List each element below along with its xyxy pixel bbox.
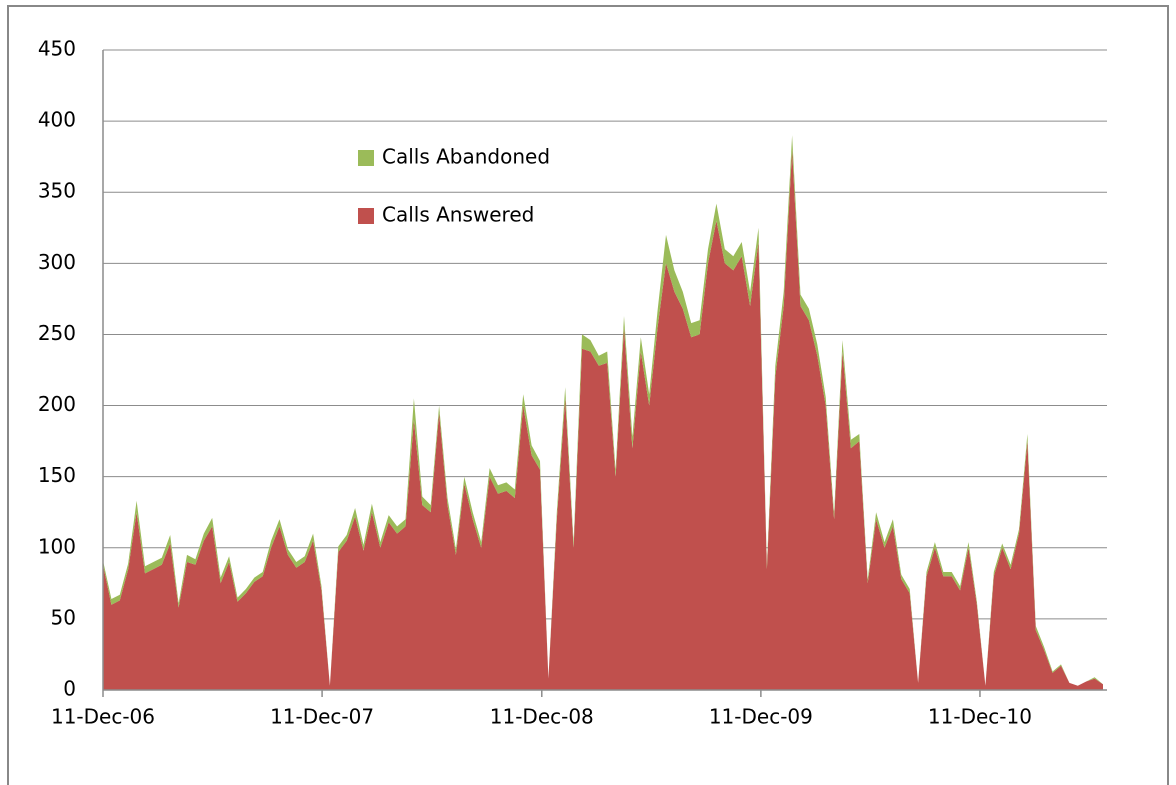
legend-label: Calls Abandoned [382,145,550,169]
y-tick-label: 250 [38,321,76,345]
x-tick-label: 11-Dec-07 [270,705,374,729]
legend-label: Calls Answered [382,203,534,227]
legend-swatch [358,150,374,166]
y-tick-label: 300 [38,250,76,274]
y-tick-label: 450 [38,37,76,61]
y-tick-label: 350 [38,179,76,203]
area [103,149,1103,691]
x-tick-label: 11-Dec-10 [928,705,1032,729]
x-tick-label: 11-Dec-08 [490,705,594,729]
y-tick-label: 100 [38,534,76,558]
y-tick-label: 150 [38,463,76,487]
y-tick-label: 50 [51,605,76,629]
x-tick-label: 11-Dec-09 [709,705,813,729]
y-tick-label: 0 [63,677,76,701]
x-tick-label: 11-Dec-06 [51,705,155,729]
y-tick-label: 400 [38,108,76,132]
legend-swatch [358,208,374,224]
y-tick-label: 200 [38,392,76,416]
